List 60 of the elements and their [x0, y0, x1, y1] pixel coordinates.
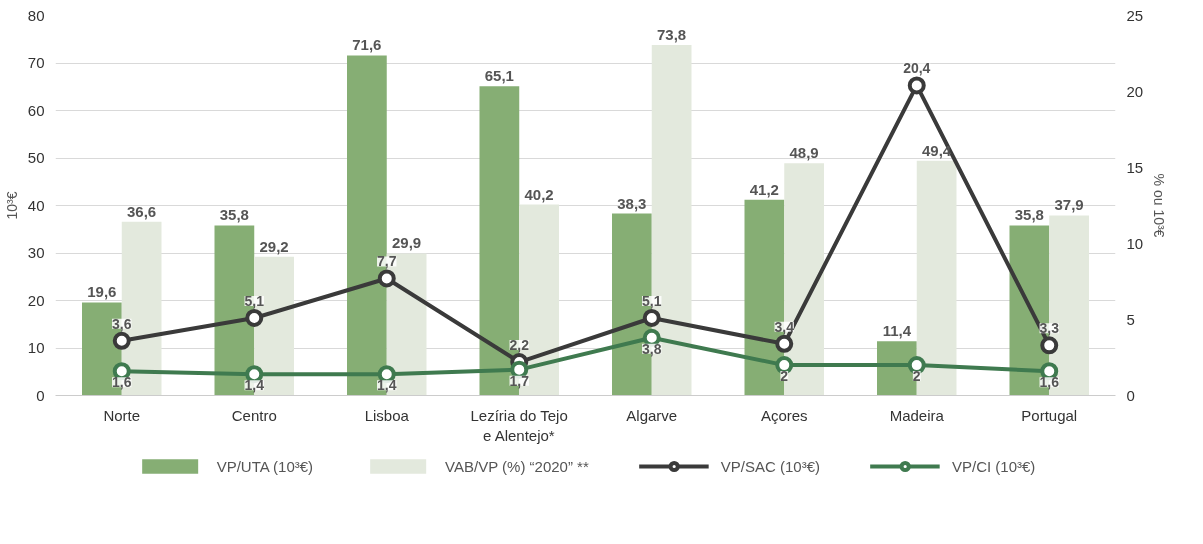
data-label: 36,6	[127, 202, 157, 220]
data-label: 40,2	[524, 185, 554, 203]
y-tick-label: 20	[27, 291, 45, 309]
data-label: 7,7	[377, 253, 397, 270]
data-label: 29,9	[392, 234, 422, 252]
data-label: 3,6	[112, 315, 132, 332]
x-tick-label: Açores	[760, 406, 808, 424]
data-label: 5,1	[642, 292, 662, 309]
y2-tick-label: 15	[1126, 158, 1144, 176]
y-tick-label: 40	[27, 196, 45, 214]
x-tick-label: Norte	[103, 406, 141, 424]
y-tick-label: 60	[27, 101, 45, 119]
x-tick-label: Algarve	[626, 406, 678, 424]
y2-tick-label: 10	[1126, 234, 1144, 252]
data-label: 1,7	[509, 372, 530, 389]
y2-axis-title: % ou 10³€	[1151, 173, 1168, 238]
y-tick-label: 0	[36, 386, 45, 404]
data-label: 1,4	[377, 377, 397, 394]
y2-tick-label: 25	[1126, 6, 1144, 24]
y-tick-label: 30	[27, 244, 45, 261]
data-label: 1,4	[244, 377, 265, 394]
legend-label: VAB/VP (%) “2020” **	[445, 457, 589, 475]
data-label: 35,8	[219, 206, 249, 224]
data-label: 71,6	[352, 36, 382, 54]
data-label: 11,4	[882, 322, 912, 340]
data-label: 3,3	[1039, 320, 1060, 337]
data-label: 73,8	[657, 25, 687, 43]
y-tick-label: 80	[27, 6, 45, 24]
x-tick-label: Portugal	[1021, 406, 1078, 424]
data-label: 2,2	[509, 337, 530, 354]
data-label: 2	[912, 368, 921, 385]
data-label: 35,8	[1014, 206, 1044, 224]
data-label: 1,6	[112, 374, 132, 391]
data-label: 1,6	[1039, 374, 1060, 391]
data-label: 65,1	[484, 67, 514, 85]
data-label: 20,4	[903, 60, 931, 77]
x-tick-label: Centro	[231, 406, 277, 424]
data-label: 19,6	[87, 283, 117, 301]
data-label: 29,2	[259, 237, 289, 255]
y-tick-label: 50	[27, 149, 45, 166]
x-tick-label: Lisboa	[364, 406, 410, 424]
data-label: 3,4	[774, 318, 795, 335]
x-tick-label: Lezíria do Tejo e Alentejo*	[470, 406, 568, 444]
legend-label: VP/CI (10³€)	[951, 457, 1036, 475]
data-label: 2	[780, 368, 789, 385]
legend-label: VP/SAC (10³€)	[720, 457, 820, 475]
y-tick-label: 10	[27, 339, 45, 356]
y2-tick-label: 5	[1126, 310, 1135, 328]
data-label: 38,3	[617, 194, 647, 212]
data-label: 5,1	[244, 292, 265, 309]
y2-tick-label: 0	[1126, 386, 1135, 404]
y-tick-label: 70	[27, 54, 45, 71]
data-label: 3,8	[642, 340, 662, 357]
data-label: 41,2	[749, 180, 779, 198]
y2-tick-label: 20	[1126, 82, 1144, 100]
data-label: 37,9	[1054, 196, 1084, 214]
legend-label: VP/UTA (10³€)	[216, 457, 314, 475]
y-axis-title: 10³€	[3, 191, 20, 220]
x-tick-label: Madeira	[889, 406, 945, 424]
data-label: 48,9	[789, 144, 819, 162]
